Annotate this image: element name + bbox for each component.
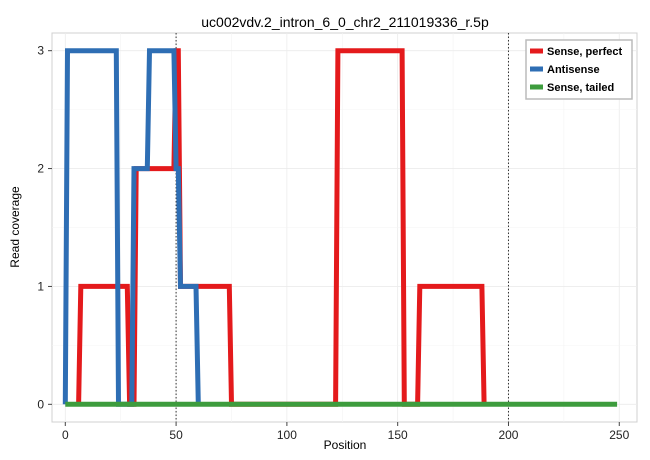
- y-tick-label: 0: [37, 397, 44, 411]
- x-tick-label: 150: [388, 428, 408, 442]
- legend-label: Antisense: [547, 64, 600, 76]
- legend-box: [525, 39, 633, 100]
- x-tick-label: 250: [609, 428, 629, 442]
- series-layer: [62, 48, 618, 407]
- x-tick-label: 200: [498, 428, 518, 442]
- x-axis: 0 50 100 150 200 250: [62, 422, 630, 442]
- legend-label: Sense, perfect: [547, 46, 623, 58]
- y-tick-label: 2: [37, 162, 44, 176]
- x-tick-label: 0: [62, 428, 69, 442]
- legend-label: Sense, tailed: [547, 82, 614, 94]
- x-tick-label: 50: [169, 428, 183, 442]
- y-tick-label: 3: [37, 44, 44, 58]
- legend: Sense, perfect Antisense Sense, tailed: [525, 39, 633, 100]
- y-tick-label: 1: [37, 279, 44, 293]
- series-line: [62, 48, 201, 407]
- y-axis-title: Read coverage: [8, 186, 22, 268]
- x-tick-label: 100: [277, 428, 297, 442]
- y-axis: 0 1 2 3: [37, 44, 52, 411]
- chart-title: uc002vdv.2_intron_6_0_chr2_211019336_r.5…: [201, 14, 489, 30]
- x-axis-title: Position: [324, 438, 367, 452]
- legend-items: Sense, perfect Antisense Sense, tailed: [530, 46, 623, 94]
